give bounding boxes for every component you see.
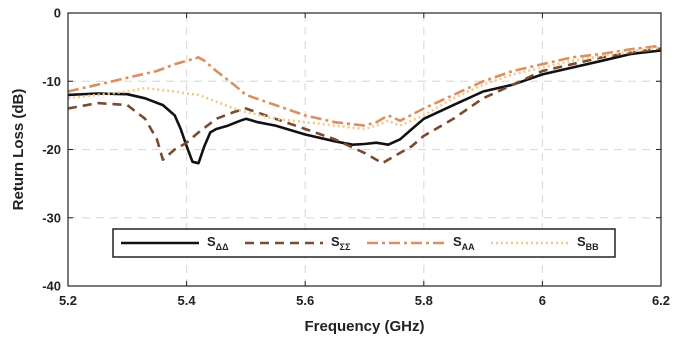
x-tick-label: 6	[539, 293, 546, 308]
series-lines	[67, 44, 662, 165]
y-tick-label: 0	[54, 6, 61, 21]
x-tick-label: 5.2	[59, 293, 77, 308]
legend-label-subscript: AA	[462, 242, 475, 252]
x-tick-label: 5.6	[296, 293, 314, 308]
x-tick-label: 5.4	[178, 293, 197, 308]
x-tick-label: 6.2	[652, 293, 670, 308]
series-line-AA	[67, 44, 662, 127]
x-tick-label: 5.8	[415, 293, 433, 308]
y-tick-label: -30	[42, 210, 61, 225]
series-line-ΔΔ	[67, 49, 662, 165]
legend: SΔΔ SΣΣ SAA SBB	[112, 228, 616, 258]
series-line-BB	[67, 45, 662, 131]
plot-frame	[67, 12, 662, 287]
tick-labels: 5.2 5.4 5.6 5.8 6 6.2 0 -10 -20 -30 -40	[42, 6, 670, 309]
y-tick-label: -20	[42, 142, 61, 157]
series-line-ΣΣ	[67, 47, 662, 165]
x-axis-title: Frequency (GHz)	[304, 318, 424, 335]
y-tick-label: -40	[42, 279, 61, 294]
y-tick-label: -10	[42, 74, 61, 89]
legend-label-subscript: BB	[586, 242, 599, 252]
y-axis-title: Return Loss (dB)	[10, 89, 27, 211]
legend-label-subscript: ΣΣ	[340, 242, 351, 252]
legend-label-subscript: ΔΔ	[216, 242, 229, 252]
